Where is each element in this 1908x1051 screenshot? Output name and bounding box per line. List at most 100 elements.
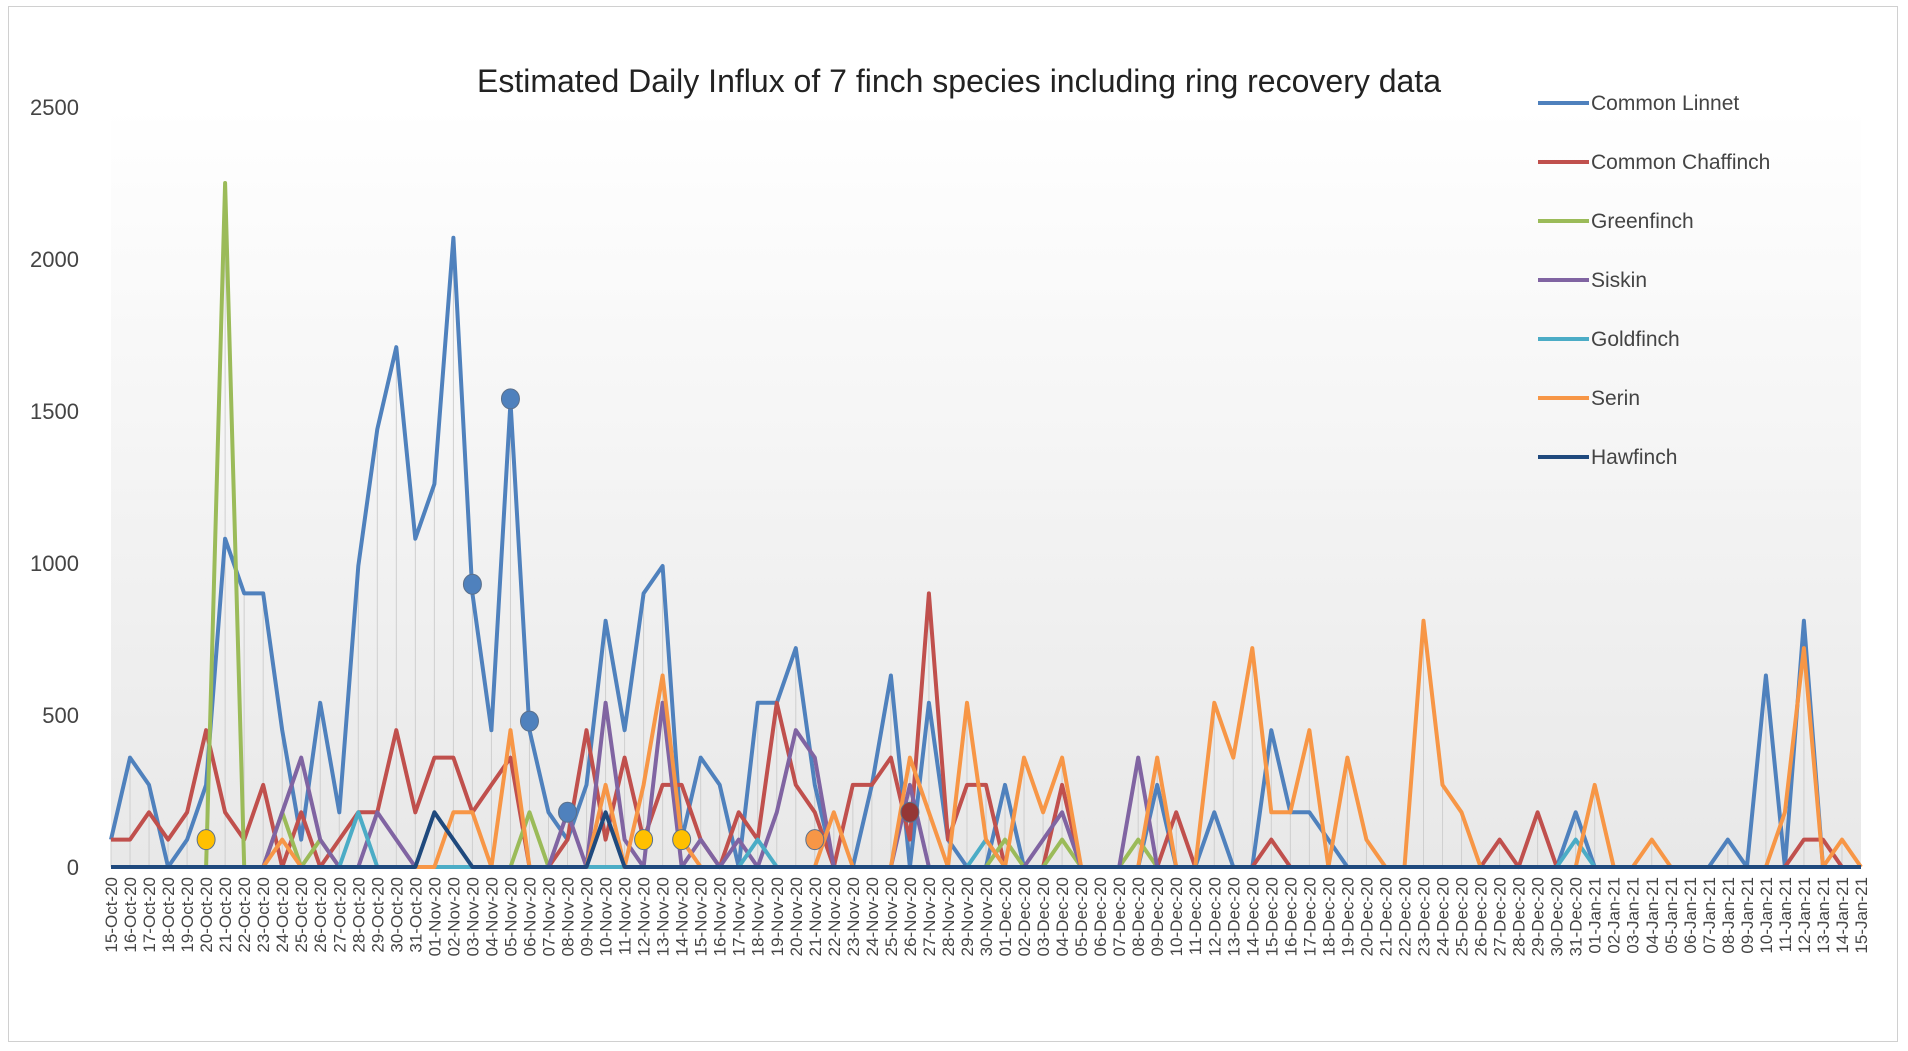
ring-recovery-marker [500, 388, 520, 410]
legend-label-siskin: Siskin [1591, 269, 1647, 292]
ring-recovery-marker [558, 801, 578, 823]
ring-recovery-marker [672, 829, 692, 851]
x-tick-label: 21-Nov-20 [806, 877, 825, 956]
x-tick-label: 05-Dec-20 [1072, 877, 1091, 956]
x-tick-label: 04-Jan-21 [1643, 877, 1662, 954]
x-tick-label: 13-Nov-20 [654, 877, 673, 956]
x-axis: 15-Oct-20 16-Oct-20 17-Oct-20 18-Oct-20 19-O… [102, 866, 1871, 956]
chart-title: Estimated Daily Influx of 7 finch specie… [477, 63, 1441, 99]
x-tick-label: 17-Nov-20 [730, 877, 749, 956]
x-tick-label: 20-Dec-20 [1357, 877, 1376, 956]
series-line-hawfinch [111, 810, 1861, 869]
x-tick-label: 29-Oct-20 [368, 877, 387, 953]
legend-label-hawfinch: Hawfinch [1591, 446, 1677, 469]
x-tick-label: 04-Dec-20 [1053, 877, 1072, 956]
x-tick-label: 18-Nov-20 [749, 877, 768, 956]
x-tick-label: 16-Dec-20 [1281, 877, 1300, 956]
ring-recovery-marker [634, 829, 654, 851]
x-tick-label: 31-Dec-20 [1567, 877, 1586, 956]
ring-recovery-marker [519, 710, 539, 732]
x-tick-label: 21-Oct-20 [216, 877, 235, 953]
y-tick-label: 2000 [30, 247, 79, 272]
x-tick-label: 08-Nov-20 [559, 877, 578, 956]
x-tick-label: 11-Jan-21 [1776, 877, 1795, 952]
plot-background [111, 107, 1861, 867]
x-tick-label: 13-Jan-21 [1814, 877, 1833, 954]
x-tick-label: 11-Nov-20 [616, 877, 635, 955]
x-tick-label: 01-Nov-20 [425, 877, 444, 956]
x-tick-label: 08-Jan-21 [1719, 877, 1738, 954]
x-tick-label: 06-Jan-21 [1681, 877, 1700, 954]
x-tick-label: 22-Oct-20 [235, 877, 254, 953]
x-tick-label: 08-Dec-20 [1129, 877, 1148, 956]
x-tick-label: 03-Jan-21 [1624, 877, 1643, 954]
x-tick-label: 10-Nov-20 [597, 877, 616, 956]
ring-recovery-marker [900, 801, 920, 823]
x-tick-label: 25-Nov-20 [882, 877, 901, 956]
x-tick-label: 28-Dec-20 [1510, 877, 1529, 956]
x-tick-label: 28-Oct-20 [349, 877, 368, 953]
x-tick-label: 18-Oct-20 [159, 877, 178, 953]
x-tick-label: 15-Oct-20 [102, 877, 121, 953]
x-tick-label: 18-Dec-20 [1319, 877, 1338, 956]
x-tick-label: 15-Jan-21 [1852, 877, 1871, 954]
x-tick-label: 26-Oct-20 [311, 877, 330, 953]
ring-recovery-markers [196, 388, 920, 851]
ring-recovery-marker [196, 829, 216, 851]
x-tick-label: 19-Nov-20 [768, 877, 787, 956]
x-tick-label: 12-Dec-20 [1205, 877, 1224, 956]
y-axis: 0 500 1000 1500 2000 2500 [30, 95, 79, 880]
x-tick-label: 02-Nov-20 [444, 877, 463, 956]
x-tick-label: 14-Nov-20 [673, 877, 692, 956]
x-tick-label: 14-Dec-20 [1243, 877, 1262, 956]
y-tick-label: 500 [42, 703, 79, 728]
x-tick-label: 16-Oct-20 [121, 877, 140, 953]
x-tick-label: 03-Dec-20 [1034, 877, 1053, 956]
x-tick-label: 01-Dec-20 [996, 877, 1015, 956]
x-tick-label: 03-Nov-20 [463, 877, 482, 956]
x-tick-label: 01-Jan-21 [1586, 877, 1605, 954]
x-tick-label: 25-Dec-20 [1453, 877, 1472, 956]
x-tick-label: 28-Nov-20 [939, 877, 958, 956]
x-tick-label: 17-Dec-20 [1300, 877, 1319, 956]
x-tick-label: 15-Nov-20 [692, 877, 711, 956]
x-tick-label: 23-Oct-20 [254, 877, 273, 953]
series-layer [109, 181, 1863, 869]
x-tick-label: 14-Jan-21 [1833, 877, 1852, 954]
x-tick-label: 02-Jan-21 [1605, 877, 1624, 954]
x-tick-label: 04-Nov-20 [482, 877, 501, 956]
chart-svg: 15-Oct-20 16-Oct-20 17-Oct-20 18-Oct-20 19-O… [30, 63, 1871, 956]
x-tick-label: 27-Dec-20 [1491, 877, 1510, 956]
x-tick-label: 23-Nov-20 [844, 877, 863, 956]
chart-frame: 15-Oct-20 16-Oct-20 17-Oct-20 18-Oct-20 19-O… [8, 6, 1898, 1042]
y-tick-label: 0 [67, 855, 79, 880]
legend-label-goldfinch: Goldfinch [1591, 328, 1680, 351]
x-tick-label: 09-Dec-20 [1148, 877, 1167, 956]
x-tick-label: 31-Oct-20 [406, 877, 425, 953]
y-tick-label: 1000 [30, 551, 79, 576]
x-tick-label: 05-Nov-20 [501, 877, 520, 956]
x-tick-label: 25-Oct-20 [292, 877, 311, 953]
x-tick-label: 06-Nov-20 [520, 877, 539, 956]
x-tick-label: 24-Oct-20 [273, 877, 292, 953]
x-tick-label: 07-Jan-21 [1700, 877, 1719, 954]
x-tick-label: 10-Dec-20 [1167, 877, 1186, 956]
x-tick-label: 22-Dec-20 [1395, 877, 1414, 956]
x-tick-label: 29-Nov-20 [958, 877, 977, 956]
x-tick-label: 06-Dec-20 [1091, 877, 1110, 956]
x-tick-label: 12-Nov-20 [635, 877, 654, 956]
x-tick-label: 22-Nov-20 [825, 877, 844, 956]
legend: Common Linnet Common Chaffinch Greenfinch S… [1538, 92, 1770, 469]
x-tick-label: 15-Dec-20 [1262, 877, 1281, 956]
legend-label-common-chaffinch: Common Chaffinch [1591, 151, 1770, 174]
x-tick-label: 26-Nov-20 [901, 877, 920, 956]
x-tick-label: 19-Oct-20 [178, 877, 197, 953]
x-tick-label: 30-Dec-20 [1548, 877, 1567, 956]
x-tick-label: 07-Dec-20 [1110, 877, 1129, 956]
x-tick-label: 30-Nov-20 [977, 877, 996, 956]
legend-label-serin: Serin [1591, 387, 1640, 410]
x-tick-label: 24-Dec-20 [1434, 877, 1453, 956]
x-tick-label: 19-Dec-20 [1338, 877, 1357, 956]
x-tick-label: 09-Jan-21 [1738, 877, 1757, 954]
x-tick-label: 20-Oct-20 [197, 877, 216, 953]
